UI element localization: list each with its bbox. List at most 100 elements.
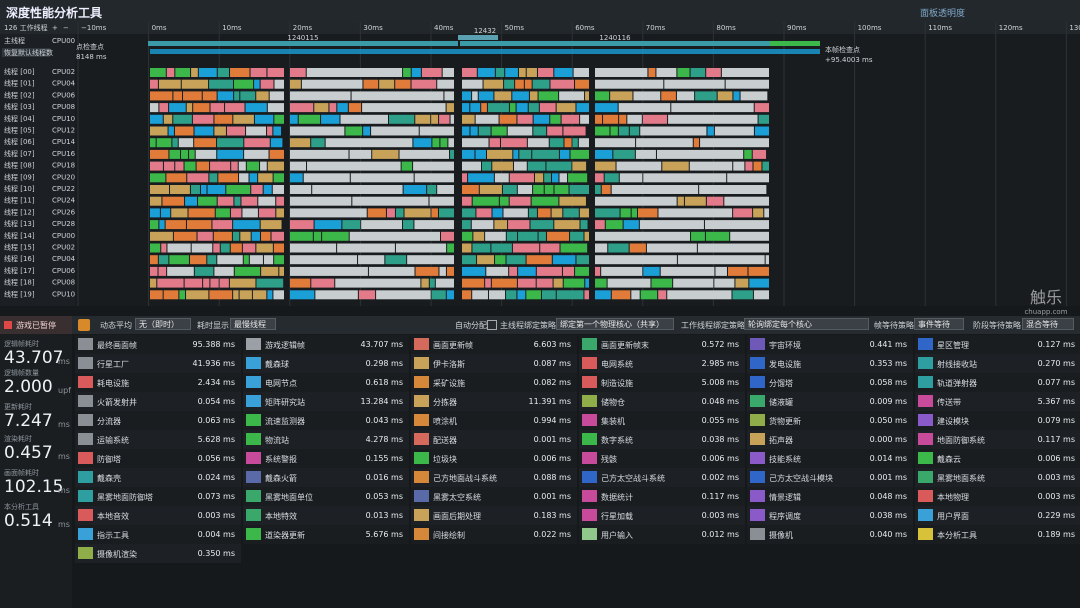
task-block [273, 243, 284, 253]
task-block [415, 114, 431, 124]
stat-value: 0.514 [4, 511, 53, 531]
task-block [166, 68, 175, 77]
system-time: 0.004 ms [197, 530, 235, 539]
ruler-label: 110ms [928, 24, 952, 32]
task-block [290, 149, 349, 159]
task-block [748, 266, 769, 276]
select[interactable]: 轮询绑定每个核心 [744, 318, 869, 330]
stat-value: 43.707 [4, 348, 64, 368]
task-block [194, 266, 214, 276]
task-block [399, 149, 450, 159]
task-block [623, 220, 639, 230]
checkbox[interactable] [487, 320, 497, 330]
system-name: 喷涂机 [433, 417, 457, 426]
add-thread[interactable]: + [52, 24, 58, 32]
reset-button[interactable] [2, 48, 50, 57]
task-block [250, 68, 267, 77]
system-cell: 系统警报 0.155 ms [243, 449, 409, 468]
system-time: 5.628 ms [197, 435, 235, 444]
task-block [691, 231, 705, 241]
color-swatch [414, 433, 429, 445]
select[interactable]: 无（即时） [135, 318, 191, 330]
thread-label: 线程 [13] [4, 219, 35, 228]
task-block [483, 79, 504, 89]
system-name: 轨道弹射器 [937, 379, 977, 388]
refresh-button[interactable] [78, 319, 90, 331]
system-cell: 传送带 5.367 ms [915, 392, 1080, 411]
task-block [534, 173, 544, 183]
system-cell: 配送器 0.001 ms [411, 430, 577, 449]
task-block [573, 68, 589, 77]
task-block [419, 126, 454, 136]
task-block [191, 243, 213, 253]
task-block [660, 266, 715, 276]
task-block [727, 173, 769, 183]
task-block [158, 79, 181, 89]
system-cell: 轨道弹射器 0.077 ms [915, 373, 1080, 392]
task-block [150, 196, 162, 206]
task-block [518, 68, 526, 77]
system-name: 本地物理 [937, 493, 969, 502]
opacity-control[interactable]: 面板透明度 [920, 9, 966, 19]
select[interactable]: 混合等待 [1022, 318, 1074, 330]
task-block [226, 126, 246, 136]
task-block [503, 208, 528, 218]
system-time: 0.117 ms [1037, 435, 1075, 444]
system-cell: 数字系统 0.038 ms [579, 430, 745, 449]
task-block [437, 79, 454, 89]
task-block [580, 220, 588, 230]
task-block [563, 278, 585, 288]
system-name: 垃圾块 [433, 455, 457, 464]
task-block [607, 278, 651, 288]
watermark: 触乐 chuapp.com [1018, 284, 1074, 316]
task-block [273, 290, 284, 300]
task-block [246, 126, 267, 136]
task-block [472, 290, 488, 300]
remove-thread[interactable]: − [63, 24, 69, 32]
select[interactable]: 绑定第一个物理核心（共享） [556, 318, 674, 330]
task-block [749, 278, 769, 288]
task-block [150, 243, 161, 253]
pause-button[interactable]: 游戏已暂停 [0, 316, 72, 334]
task-block [765, 255, 769, 265]
task-block [547, 126, 563, 136]
color-swatch [750, 414, 765, 426]
color-swatch [918, 471, 933, 483]
task-block [585, 91, 589, 101]
color-swatch [750, 490, 765, 502]
task-block [595, 173, 604, 183]
task-block [207, 255, 217, 265]
task-block [260, 231, 271, 241]
task-block [187, 173, 209, 183]
task-block [462, 185, 479, 194]
color-swatch [246, 395, 261, 407]
system-cell: 分流器 0.063 ms [75, 411, 241, 430]
task-block [290, 161, 307, 171]
system-name: 道染器更新 [265, 531, 305, 540]
task-block [595, 196, 677, 206]
frame-id: 1240115 [287, 34, 318, 42]
color-swatch [918, 395, 933, 407]
task-block [717, 91, 733, 101]
task-block [579, 208, 589, 218]
task-block [215, 208, 230, 218]
system-cell: 发电设施 0.353 ms [747, 354, 913, 373]
select[interactable]: 最慢线程 [230, 318, 276, 330]
system-time: 0.003 ms [701, 511, 739, 520]
task-block [476, 208, 492, 218]
color-swatch [918, 528, 933, 540]
system-time: 0.009 ms [869, 397, 907, 406]
thread-cpu: CPU18 [52, 162, 75, 170]
color-swatch [246, 376, 261, 388]
system-time: 0.088 ms [533, 473, 571, 482]
task-block [150, 266, 158, 276]
task-block [554, 68, 573, 77]
reset-label: 恢复默认线程数 [4, 48, 53, 57]
task-block [529, 91, 538, 101]
system-name: 防御塔 [97, 455, 121, 464]
task-block [256, 243, 273, 253]
ruler-label: −10ms [81, 24, 107, 32]
color-swatch [78, 509, 93, 521]
select[interactable]: 事件等待 [914, 318, 964, 330]
